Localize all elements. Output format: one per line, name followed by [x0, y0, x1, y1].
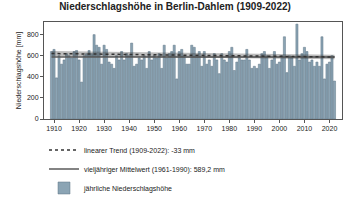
svg-text:1940: 1940	[121, 125, 137, 132]
svg-text:1960: 1960	[171, 125, 187, 132]
svg-text:1930: 1930	[96, 125, 112, 132]
svg-text:2020: 2020	[322, 125, 338, 132]
svg-text:600: 600	[27, 52, 39, 59]
svg-text:1980: 1980	[222, 125, 238, 132]
svg-text:2010: 2010	[297, 125, 313, 132]
svg-text:800: 800	[27, 31, 39, 38]
svg-text:400: 400	[27, 73, 39, 80]
svg-text:Niederschlagshöhe in Berlin-Da: Niederschlagshöhe in Berlin-Dahlem (1909…	[59, 1, 291, 12]
svg-text:0: 0	[35, 115, 39, 122]
svg-text:jährliche Niederschlagshöhe: jährliche Niederschlagshöhe	[83, 185, 172, 193]
svg-text:1950: 1950	[146, 125, 162, 132]
svg-text:1990: 1990	[247, 125, 263, 132]
svg-text:linearer Trend (1909-2022): -3: linearer Trend (1909-2022): -33 mm	[84, 147, 195, 155]
svg-text:1920: 1920	[71, 125, 87, 132]
svg-text:vieljähriger Mittelwert (1961-: vieljähriger Mittelwert (1961-1990): 589…	[84, 166, 225, 174]
svg-text:Niederschlagshöhe [mm]: Niederschlagshöhe [mm]	[15, 32, 23, 109]
svg-text:2000: 2000	[272, 125, 288, 132]
svg-text:1970: 1970	[196, 125, 212, 132]
svg-text:200: 200	[27, 94, 39, 101]
svg-text:1910: 1910	[46, 125, 62, 132]
